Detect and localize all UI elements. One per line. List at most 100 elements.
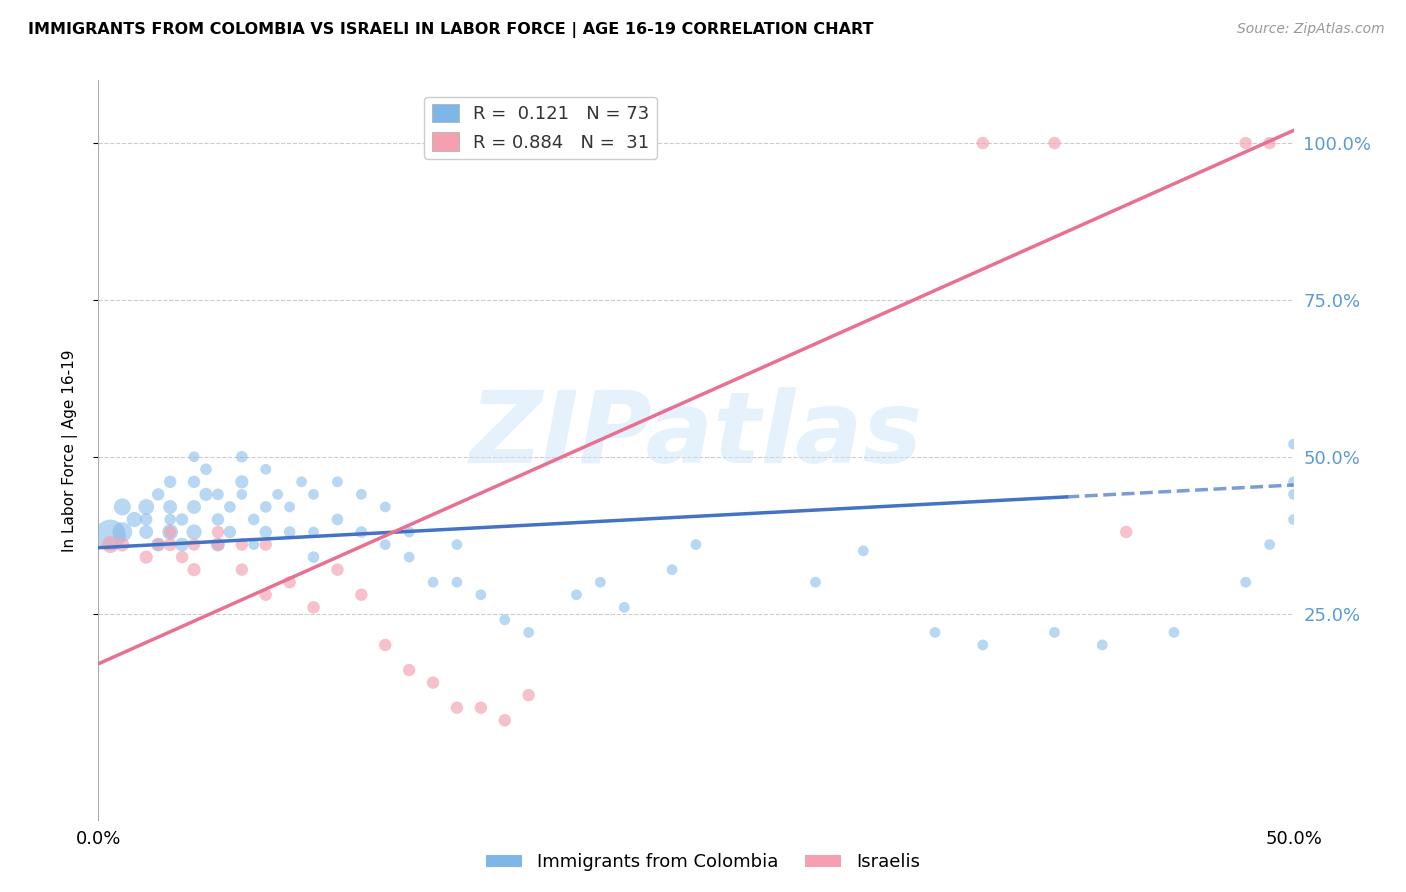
- Point: [278, 500, 301, 514]
- Point: [446, 575, 468, 590]
- Point: [135, 550, 157, 565]
- Point: [135, 512, 157, 526]
- Point: [589, 575, 612, 590]
- Point: [231, 475, 253, 489]
- Point: [1258, 538, 1281, 552]
- Point: [302, 550, 325, 565]
- Point: [302, 524, 325, 539]
- Point: [291, 475, 314, 489]
- Y-axis label: In Labor Force | Age 16-19: In Labor Force | Age 16-19: [62, 349, 77, 552]
- Point: [398, 524, 420, 539]
- Point: [924, 625, 946, 640]
- Point: [1091, 638, 1114, 652]
- Point: [254, 524, 277, 539]
- Text: IMMIGRANTS FROM COLOMBIA VS ISRAELI IN LABOR FORCE | AGE 16-19 CORRELATION CHART: IMMIGRANTS FROM COLOMBIA VS ISRAELI IN L…: [28, 22, 873, 38]
- Point: [302, 600, 325, 615]
- Point: [243, 512, 266, 526]
- Point: [254, 500, 277, 514]
- Point: [494, 713, 516, 727]
- Point: [254, 538, 277, 552]
- Point: [1234, 136, 1257, 150]
- Point: [494, 613, 516, 627]
- Point: [111, 500, 134, 514]
- Point: [183, 475, 205, 489]
- Point: [1115, 524, 1137, 539]
- Point: [350, 588, 373, 602]
- Point: [159, 524, 181, 539]
- Point: [1043, 625, 1066, 640]
- Point: [374, 638, 396, 652]
- Point: [1282, 437, 1305, 451]
- Point: [207, 512, 229, 526]
- Point: [302, 487, 325, 501]
- Point: [278, 524, 301, 539]
- Point: [195, 487, 218, 501]
- Point: [135, 500, 157, 514]
- Point: [159, 538, 181, 552]
- Point: [207, 524, 229, 539]
- Text: Source: ZipAtlas.com: Source: ZipAtlas.com: [1237, 22, 1385, 37]
- Point: [159, 500, 181, 514]
- Point: [183, 563, 205, 577]
- Point: [159, 512, 181, 526]
- Point: [243, 538, 266, 552]
- Point: [159, 475, 181, 489]
- Point: [1163, 625, 1185, 640]
- Point: [172, 538, 194, 552]
- Point: [135, 524, 157, 539]
- Point: [1258, 136, 1281, 150]
- Point: [685, 538, 707, 552]
- Point: [111, 538, 134, 552]
- Point: [804, 575, 827, 590]
- Point: [278, 575, 301, 590]
- Point: [470, 700, 492, 714]
- Point: [398, 663, 420, 677]
- Point: [1234, 575, 1257, 590]
- Point: [183, 524, 205, 539]
- Point: [1282, 512, 1305, 526]
- Point: [231, 538, 253, 552]
- Point: [517, 625, 540, 640]
- Point: [231, 487, 253, 501]
- Text: ZIPatlas: ZIPatlas: [470, 387, 922, 484]
- Point: [159, 524, 181, 539]
- Point: [183, 450, 205, 464]
- Point: [350, 524, 373, 539]
- Point: [172, 512, 194, 526]
- Point: [972, 638, 994, 652]
- Legend: R =  0.121   N = 73, R = 0.884   N =  31: R = 0.121 N = 73, R = 0.884 N = 31: [425, 96, 657, 159]
- Point: [1282, 487, 1305, 501]
- Point: [231, 450, 253, 464]
- Point: [98, 538, 122, 552]
- Point: [565, 588, 588, 602]
- Point: [172, 550, 194, 565]
- Point: [374, 538, 396, 552]
- Point: [148, 538, 170, 552]
- Point: [231, 563, 253, 577]
- Point: [219, 524, 242, 539]
- Point: [148, 538, 170, 552]
- Point: [207, 538, 229, 552]
- Point: [98, 528, 122, 542]
- Point: [326, 512, 349, 526]
- Point: [350, 487, 373, 501]
- Point: [661, 563, 683, 577]
- Point: [195, 462, 218, 476]
- Point: [374, 500, 396, 514]
- Point: [972, 136, 994, 150]
- Point: [1282, 475, 1305, 489]
- Legend: Immigrants from Colombia, Israelis: Immigrants from Colombia, Israelis: [479, 847, 927, 879]
- Point: [207, 538, 229, 552]
- Point: [267, 487, 290, 501]
- Point: [111, 524, 134, 539]
- Point: [446, 700, 468, 714]
- Point: [852, 544, 875, 558]
- Point: [326, 563, 349, 577]
- Point: [422, 575, 444, 590]
- Point: [124, 512, 146, 526]
- Point: [183, 538, 205, 552]
- Point: [422, 675, 444, 690]
- Point: [148, 487, 170, 501]
- Point: [219, 500, 242, 514]
- Point: [254, 588, 277, 602]
